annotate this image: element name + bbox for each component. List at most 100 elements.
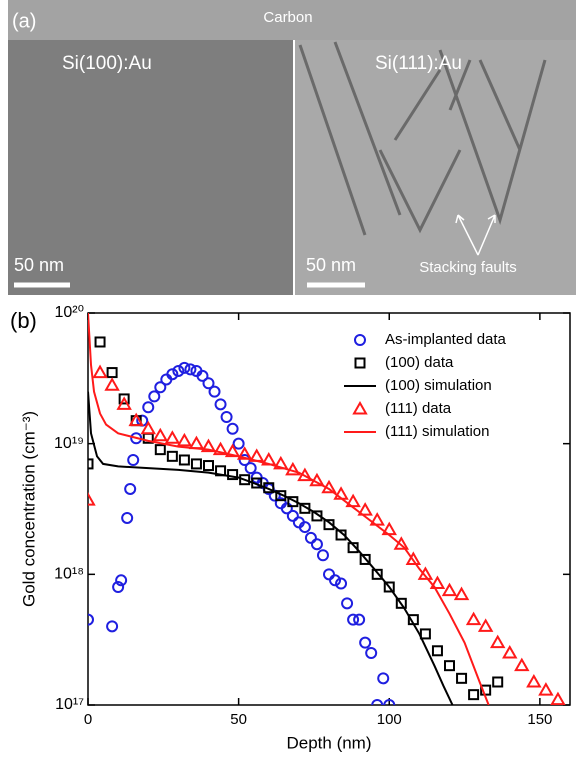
marker <box>477 618 494 632</box>
marker <box>188 435 205 450</box>
marker <box>347 613 360 626</box>
marker <box>354 334 366 346</box>
marker <box>359 553 371 565</box>
series-line <box>88 391 454 705</box>
marker <box>172 364 185 377</box>
marker <box>190 458 202 470</box>
marker <box>405 551 422 565</box>
marker <box>227 469 239 481</box>
marker <box>310 538 323 551</box>
marker <box>88 492 96 506</box>
marker <box>354 357 366 369</box>
marker <box>128 412 144 427</box>
marker <box>323 568 335 581</box>
marker <box>377 672 390 685</box>
marker <box>212 441 229 456</box>
marker <box>106 620 119 633</box>
marker <box>220 410 233 423</box>
x-axis-title: Depth (nm) <box>286 733 371 752</box>
marker <box>365 647 378 660</box>
marker <box>118 393 130 405</box>
legend-label: (100) simulation <box>385 377 492 394</box>
marker <box>176 432 193 447</box>
marker <box>104 377 120 391</box>
marker <box>166 368 179 381</box>
tem-left <box>8 0 293 295</box>
marker <box>383 699 396 705</box>
chart: (b) Depth (nm) Gold concentration (cm⁻³)… <box>10 304 571 752</box>
fault-lines <box>298 41 547 236</box>
marker <box>352 400 368 415</box>
marker <box>202 377 215 390</box>
marker <box>94 336 106 348</box>
marker <box>142 401 155 414</box>
marker <box>239 474 251 486</box>
x-tick-label: 50 <box>230 711 247 728</box>
marker <box>335 529 347 541</box>
marker <box>148 390 161 403</box>
legend-label: (111) data <box>385 400 452 417</box>
marker <box>166 450 178 462</box>
marker <box>359 636 372 649</box>
marker <box>538 682 554 696</box>
marker <box>456 672 468 684</box>
marker <box>335 577 348 590</box>
marker <box>453 586 470 601</box>
marker <box>127 453 140 466</box>
marker <box>203 460 214 472</box>
y-tick-label: 10¹⁷ <box>55 696 84 713</box>
marker <box>154 381 167 394</box>
marker <box>178 361 191 374</box>
marker <box>244 462 257 475</box>
scale-label: 50 nm <box>14 255 64 275</box>
y-axis-title: Gold concentration (cm⁻³) <box>19 411 38 607</box>
marker <box>329 574 342 587</box>
plot-frame <box>87 312 571 706</box>
legend-label: (100) data <box>385 354 454 371</box>
marker <box>502 644 518 659</box>
marker <box>323 519 335 531</box>
marker <box>116 396 132 410</box>
marker <box>353 613 366 626</box>
legend-label: As-implanted data <box>385 331 507 348</box>
marker <box>429 575 446 590</box>
marker <box>431 645 443 657</box>
marker <box>298 521 311 534</box>
marker <box>115 574 128 587</box>
marker <box>200 438 217 453</box>
plot-area <box>88 313 566 705</box>
marker <box>492 676 504 688</box>
marker <box>226 422 239 435</box>
marker <box>514 657 530 672</box>
y-tick-label: 10¹⁹ <box>54 435 84 452</box>
marker <box>393 536 410 550</box>
marker <box>106 367 118 379</box>
carbon-label: Carbon <box>263 9 312 26</box>
marker <box>465 611 482 626</box>
marker <box>550 691 566 705</box>
marker <box>468 689 480 701</box>
marker <box>121 511 134 524</box>
marker <box>140 420 156 435</box>
series-line <box>88 313 490 705</box>
marker <box>526 673 542 688</box>
marker <box>196 369 209 382</box>
marker <box>232 437 245 450</box>
marker <box>88 458 94 470</box>
panel-label: (b) <box>10 308 37 333</box>
y-tick-label: 10¹⁸ <box>54 566 84 583</box>
marker <box>88 613 94 626</box>
marker <box>154 444 166 456</box>
annotation: Stacking faults <box>419 259 517 276</box>
marker <box>286 509 299 522</box>
image-title: Si(100):Au <box>62 53 152 74</box>
marker <box>441 582 458 597</box>
marker <box>92 364 108 379</box>
marker <box>383 581 395 593</box>
marker <box>316 549 329 562</box>
marker <box>371 699 384 705</box>
scale-label: 50 nm <box>306 255 356 275</box>
y-tick-label: 10²⁰ <box>54 304 84 321</box>
marker <box>371 568 383 580</box>
